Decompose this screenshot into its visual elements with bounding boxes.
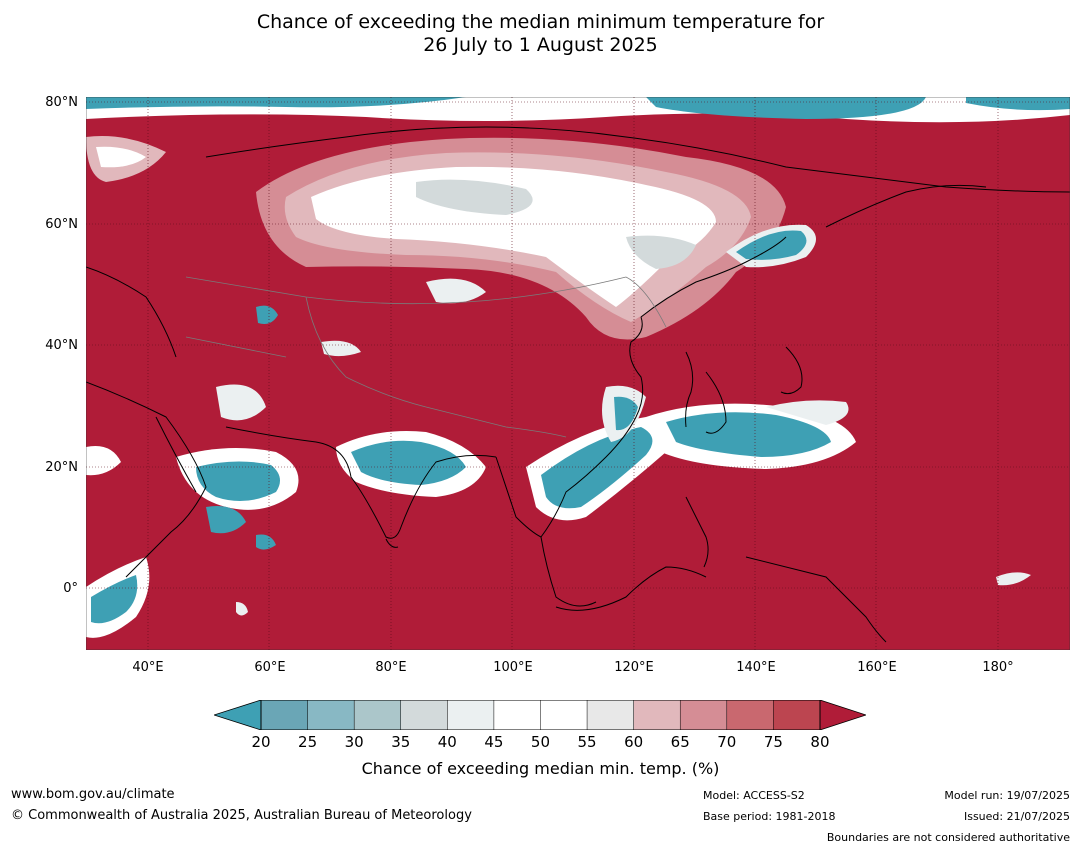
colorbar-label: Chance of exceeding median min. temp. (%… (361, 759, 720, 778)
colorbar-tick-label: 25 (298, 733, 318, 751)
colorbar-tick-label: 60 (624, 733, 644, 751)
colorbar-extend-high (819, 700, 866, 730)
lat-label-20n: 20°N (45, 460, 78, 475)
pacific-blue-region (646, 400, 856, 469)
colorbar-swatch (633, 700, 681, 730)
footer-url[interactable]: www.bom.gov.au/climate (11, 787, 175, 802)
colorbar-extend-low (214, 700, 262, 730)
lon-label-120e: 120°E (614, 660, 654, 675)
colorbar-tick-label: 20 (251, 733, 271, 751)
lon-label-140e: 140°E (736, 660, 776, 675)
colorbar-swatch (679, 700, 728, 730)
lat-label-60n: 60°N (45, 217, 78, 232)
colorbar-tick-label: 80 (810, 733, 830, 751)
colorbar-tick-label: 45 (484, 733, 504, 751)
lon-label-160e: 160°E (857, 660, 897, 675)
siberia-neutral-region (86, 136, 786, 340)
colorbar-tick-label: 75 (763, 733, 783, 751)
footer-copyright: © Commonwealth of Australia 2025, Austra… (11, 808, 472, 823)
footer-disclaimer: Boundaries are not considered authoritat… (826, 831, 1070, 844)
colorbar-swatch (307, 700, 355, 730)
lon-label-80e: 80°E (375, 660, 407, 675)
footer-model: Model: ACCESS-S2 (703, 789, 805, 802)
lon-label-180: 180° (982, 660, 1014, 675)
south-asia-blue-region (336, 385, 673, 521)
colorbar-swatch (726, 700, 774, 730)
colorbar-swatch (447, 700, 495, 730)
coastlines (86, 126, 1070, 643)
colorbar-tick-label: 50 (530, 733, 551, 751)
graticule (86, 97, 1070, 650)
map-title-line-1: Chance of exceeding the median minimum t… (256, 11, 825, 33)
colorbar-swatch (540, 700, 588, 730)
colorbar-swatch (493, 700, 542, 730)
colorbar (214, 700, 866, 730)
colorbar-swatch (260, 700, 309, 730)
colorbar-swatch (400, 700, 448, 730)
arabia-patches (86, 384, 1031, 638)
lat-label-80n: 80°N (45, 95, 78, 110)
central-asia-patches (256, 278, 486, 357)
arctic-band (86, 97, 1070, 123)
footer-model-run: Model run: 19/07/2025 (944, 789, 1070, 802)
colorbar-tick-label: 70 (717, 733, 737, 751)
footer-base-period: Base period: 1981-2018 (703, 810, 836, 823)
map-title-line-2: 26 July to 1 August 2025 (423, 34, 658, 56)
colorbar-tick-label: 35 (391, 733, 411, 751)
colorbar-tick-label: 40 (437, 733, 457, 751)
colorbar-tick-label: 55 (577, 733, 597, 751)
colorbar-tick-label: 30 (344, 733, 364, 751)
lon-label-40e: 40°E (132, 660, 164, 675)
colorbar-swatch (773, 700, 821, 730)
colorbar-swatch (353, 700, 402, 730)
lat-label-40n: 40°N (45, 338, 78, 353)
lon-label-100e: 100°E (493, 660, 533, 675)
lon-label-60e: 60°E (254, 660, 286, 675)
colorbar-swatch (586, 700, 635, 730)
country-borders (185, 276, 667, 438)
footer-issued: Issued: 21/07/2025 (963, 810, 1070, 823)
colorbar-tick-label: 65 (670, 733, 690, 751)
probability-map (86, 97, 1070, 650)
amur-blue-patch (726, 224, 816, 268)
lat-label-0: 0° (63, 581, 78, 596)
